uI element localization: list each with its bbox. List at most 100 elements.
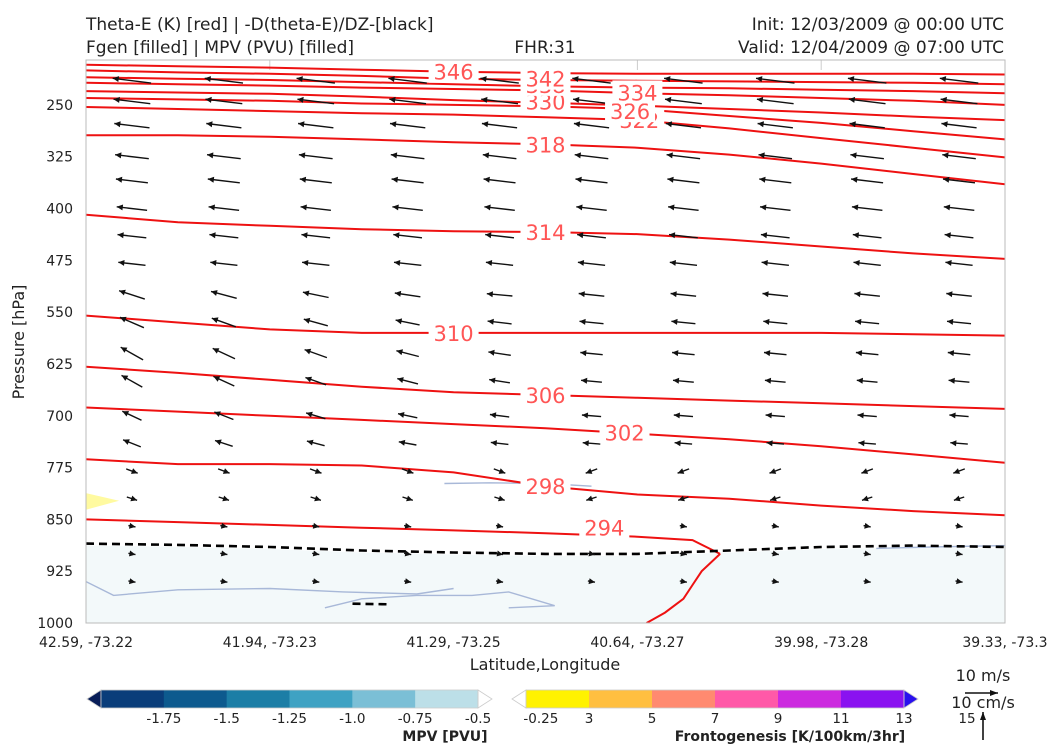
wind-vector-head — [120, 347, 128, 353]
colorbar-extend-left — [86, 689, 102, 709]
wind-vector-head — [312, 550, 320, 557]
wind-vector-head — [297, 96, 304, 103]
wind-vector-head — [761, 260, 768, 266]
colorbar-swatch — [226, 690, 290, 708]
wind-vector-head — [848, 96, 856, 103]
wind-vector-head — [666, 152, 673, 159]
y-axis-label: Pressure [hPa] — [9, 285, 28, 400]
y-tick-label: 325 — [46, 150, 73, 166]
wind-vector-head — [945, 260, 952, 266]
wind-vector-head — [490, 440, 497, 447]
contour-label-bg — [605, 99, 656, 123]
valid-time: Valid: 12/04/2009 @ 07:00 UTC — [738, 38, 1004, 58]
wind-vector-head — [766, 440, 773, 447]
x-tick-label: 40.64, -73.27 — [590, 635, 684, 651]
wind-vector-head — [586, 495, 593, 502]
colorbar-tick-label: 7 — [711, 711, 720, 727]
wind-vector-head — [944, 232, 951, 239]
wind-vector-head — [113, 96, 120, 103]
colorbar-swatch — [289, 690, 353, 708]
wind-vector-head — [119, 316, 127, 323]
wind-vector-head — [760, 232, 768, 239]
wind-vector-head — [762, 291, 769, 298]
colorbar-swatch — [841, 690, 905, 708]
wind-vector-head — [956, 578, 963, 585]
wind-vector-head — [864, 550, 871, 557]
wind-vector — [296, 77, 335, 84]
plot-area: 2942983023063103143183223263303343383423… — [85, 59, 1006, 624]
y-tick-labels: 250 325 400 475 550 625 700 775 850 925 1000 — [37, 98, 73, 632]
wind-vector-head — [129, 578, 136, 585]
y-tick-label: 1000 — [37, 616, 73, 632]
wind-vector-head — [222, 495, 229, 502]
wind-vector-head — [956, 550, 963, 557]
wind-vector-head — [397, 377, 404, 383]
wind-vector-head — [765, 412, 772, 419]
wind-vector-head — [207, 176, 215, 183]
filled-fields — [86, 482, 1005, 623]
y-tick-label: 475 — [46, 253, 73, 269]
wind-vector-head — [953, 495, 961, 502]
colorbar-swatch — [526, 690, 590, 708]
contour-label: 294 — [584, 517, 624, 541]
wind-vector-head — [207, 152, 214, 159]
plot-frame — [85, 59, 1006, 624]
mpv-edge-contour — [324, 591, 555, 609]
stability-dashed-contour — [86, 542, 1005, 606]
wind-vector-head — [582, 440, 589, 447]
theta-e-contour-line — [86, 106, 1005, 159]
wind-vector-head — [210, 260, 217, 266]
wind-vector — [664, 77, 703, 84]
wind-vector-head — [772, 522, 779, 529]
wind-vector-head — [116, 204, 124, 211]
wind-vector-head — [404, 522, 412, 529]
contour-label: 310 — [434, 322, 474, 346]
contour-label: 342 — [525, 68, 565, 92]
x-tick-label: 39.98, -73.28 — [774, 635, 868, 651]
contour-label-bg — [520, 383, 571, 407]
wind-vector — [755, 77, 795, 84]
wind-vector-head — [205, 96, 212, 103]
contour-label-bg — [520, 474, 571, 498]
contour-label: 318 — [525, 133, 565, 157]
wind-vector — [113, 98, 151, 105]
wind-vector-head — [943, 176, 950, 183]
title-line-1: Theta-E (K) [red] | -D(theta-E)/DZ-[blac… — [85, 15, 434, 35]
wind-vector-head — [496, 578, 504, 585]
x-axis-label: Latitude,Longitude — [470, 655, 621, 674]
wind-vector-head — [496, 550, 504, 557]
colorbar-tick-label: 9 — [774, 711, 783, 727]
wind-vector-head — [220, 550, 228, 557]
wind-vector-head — [404, 550, 412, 557]
wind-vector-head — [115, 176, 123, 183]
wind-vector-head — [129, 550, 136, 557]
mpv-colorbar-label: MPV [PVU] — [402, 729, 487, 745]
colorbar-extend-right — [477, 689, 493, 709]
wind-vector-head — [131, 468, 138, 474]
colorbar-tick-label: -1.5 — [213, 711, 239, 727]
colorbar-swatch — [778, 690, 842, 708]
wind-vector-head — [849, 121, 856, 128]
wind-vector — [204, 77, 244, 84]
y-tick-label: 850 — [46, 512, 73, 528]
wind-vector-head — [941, 121, 948, 128]
colorbar-swatch — [163, 690, 228, 708]
wind-vector-head — [122, 411, 130, 417]
wind-vector-head — [850, 152, 857, 159]
colorbar-extend-left — [511, 689, 527, 709]
wind-vector-head — [673, 377, 680, 384]
frontogenesis-region — [86, 493, 120, 510]
wind-vector-head — [664, 76, 671, 82]
wind-vector-head — [391, 176, 398, 183]
wind-vector-head — [481, 121, 489, 128]
wind-vector-head — [301, 232, 308, 239]
contour-label-bg — [428, 59, 479, 83]
wind-vector-head — [406, 468, 414, 474]
contour-label-bg — [612, 80, 663, 104]
wind-vector-head — [115, 152, 122, 159]
contour-label: 302 — [604, 421, 644, 445]
wind-vector-head — [485, 232, 492, 239]
colorbar-tick-label: -0.75 — [398, 711, 433, 727]
wind-vector-head — [312, 578, 320, 585]
wind-vector — [939, 77, 979, 84]
